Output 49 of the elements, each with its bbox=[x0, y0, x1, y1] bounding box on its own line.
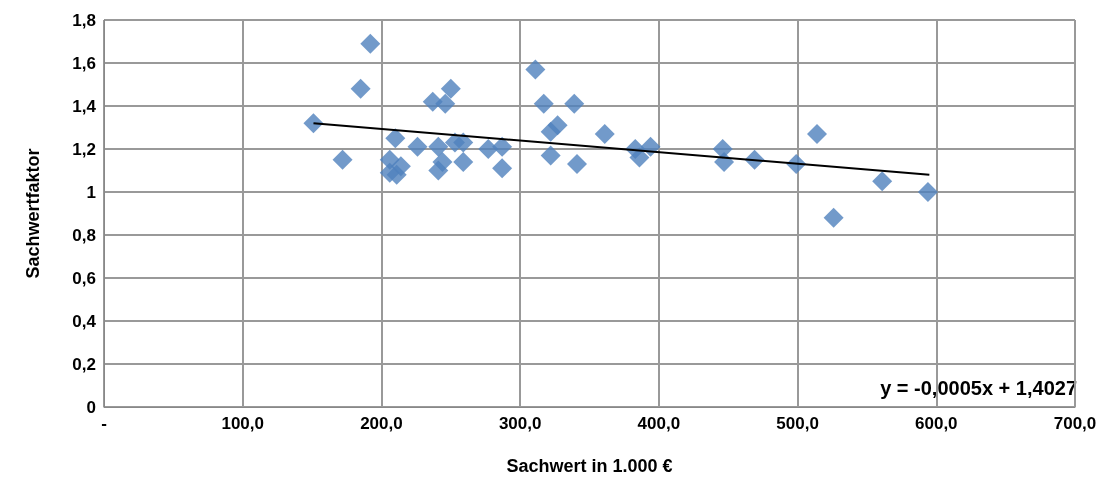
y-tick-label: 1,6 bbox=[72, 53, 96, 73]
point bbox=[435, 93, 456, 114]
point bbox=[564, 93, 585, 114]
point bbox=[917, 182, 938, 202]
point bbox=[823, 207, 844, 228]
point bbox=[478, 139, 499, 159]
point bbox=[629, 147, 650, 168]
annotation: y = -0,0005x + 1,4027 bbox=[880, 377, 1078, 399]
x-axis-title: Sachwert in 1.000 € bbox=[506, 456, 673, 476]
point bbox=[567, 154, 588, 175]
point bbox=[432, 151, 453, 172]
point bbox=[453, 151, 474, 172]
x-tick-label: 100,0 bbox=[221, 414, 264, 433]
y-tick-label: 0,6 bbox=[72, 268, 96, 288]
y-tick-label: 0,8 bbox=[72, 225, 96, 245]
point bbox=[390, 156, 411, 177]
point bbox=[385, 128, 406, 149]
point bbox=[303, 113, 324, 134]
point bbox=[806, 123, 827, 144]
y-tick-label: 0,4 bbox=[72, 311, 97, 331]
y-tick-label: 1 bbox=[86, 182, 96, 202]
y-axis-title: Sachwertfaktor bbox=[23, 148, 43, 279]
x-tick-label: - bbox=[101, 414, 107, 433]
point bbox=[407, 136, 428, 157]
x-tick-label: 400,0 bbox=[637, 414, 681, 433]
point bbox=[332, 149, 353, 170]
point bbox=[540, 145, 561, 166]
y-tick-label: 0 bbox=[86, 397, 96, 417]
x-tick-label: 600,0 bbox=[915, 414, 958, 433]
point bbox=[547, 115, 568, 136]
point bbox=[360, 33, 381, 54]
point bbox=[440, 78, 461, 99]
y-tick-label: 1,8 bbox=[72, 10, 96, 30]
point bbox=[525, 59, 546, 80]
x-tick-label: 300,0 bbox=[498, 414, 542, 433]
point bbox=[492, 158, 513, 179]
point bbox=[428, 136, 449, 157]
point bbox=[350, 78, 371, 99]
point bbox=[594, 123, 615, 144]
point bbox=[872, 171, 893, 192]
point bbox=[453, 132, 474, 153]
y-tick-label: 0,2 bbox=[72, 354, 96, 374]
y-tick-label: 1,4 bbox=[72, 96, 97, 116]
y-tick-label: 1,2 bbox=[72, 139, 96, 159]
x-tick-label: 700,0 bbox=[1053, 414, 1097, 433]
x-tick-label: 200,0 bbox=[360, 414, 403, 433]
point bbox=[533, 93, 554, 114]
x-tick-label: 500,0 bbox=[776, 414, 819, 433]
point bbox=[492, 136, 513, 157]
